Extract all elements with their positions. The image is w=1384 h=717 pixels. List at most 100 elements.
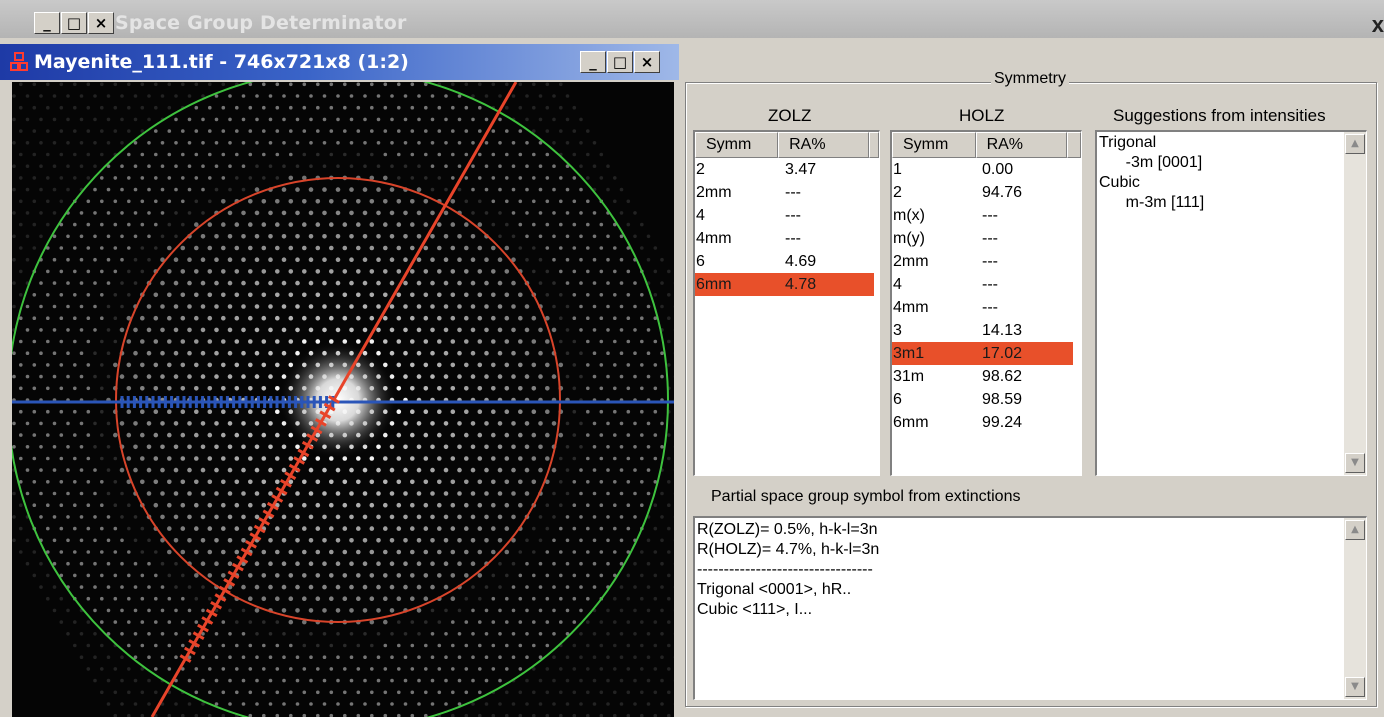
image-window: Mayenite_111.tif - 746x721x8 (1:2) _ □ × bbox=[0, 38, 679, 717]
outer-maximize-button[interactable]: □ bbox=[61, 12, 87, 34]
outer-window-controls: _ □ × bbox=[34, 12, 114, 34]
holz-ra-cell: --- bbox=[982, 299, 998, 316]
holz-row[interactable]: 4 --- bbox=[892, 273, 1073, 296]
holz-row[interactable]: 1 0.00 bbox=[892, 158, 1073, 181]
holz-row[interactable]: 3m1 17.02 bbox=[892, 342, 1073, 365]
horizontal-line-markers bbox=[120, 396, 335, 408]
zolz-heading: ZOLZ bbox=[768, 106, 812, 125]
zolz-ra-cell: 4.69 bbox=[785, 253, 817, 270]
image-minimize-button[interactable]: _ bbox=[580, 51, 606, 73]
suggestion-line: m-3m [111] bbox=[1099, 194, 1205, 211]
zolz-row[interactable]: 2mm --- bbox=[695, 181, 874, 204]
holz-symm-cell: 1 bbox=[893, 161, 902, 178]
holz-row[interactable]: 2 94.76 bbox=[892, 181, 1073, 204]
extinctions-heading: Partial space group symbol from extincti… bbox=[711, 488, 1021, 505]
holz-ra-cell: 17.02 bbox=[982, 345, 1023, 362]
symmetry-panel: Symmetry ZOLZ HOLZ Suggestions from inte… bbox=[681, 38, 1384, 717]
holz-symm-cell: 2mm bbox=[893, 253, 929, 270]
holz-ra-cell: 94.76 bbox=[982, 184, 1023, 201]
holz-ra-cell: 99.24 bbox=[982, 414, 1023, 431]
zolz-ra-cell: --- bbox=[785, 230, 801, 247]
suggestion-line: Cubic bbox=[1099, 174, 1140, 191]
extinction-line: Cubic <111>, I... bbox=[697, 601, 813, 618]
holz-col-symm[interactable]: Symm bbox=[892, 132, 976, 158]
zolz-col-symm[interactable]: Symm bbox=[695, 132, 779, 158]
diagonal-line-markers bbox=[179, 395, 340, 663]
holz-col-ra[interactable]: RA% bbox=[975, 132, 1068, 158]
zolz-list[interactable]: Symm RA% 2 3.47 2mm --- 4 --- 4mm --- 6 4.69 6mm 4.… bbox=[693, 130, 880, 476]
holz-row[interactable]: 2mm --- bbox=[892, 250, 1073, 273]
zolz-col-filler bbox=[869, 132, 879, 158]
zolz-symm-cell: 4mm bbox=[696, 230, 732, 247]
holz-ra-cell: 98.59 bbox=[982, 391, 1023, 408]
zolz-symm-cell: 2 bbox=[696, 161, 705, 178]
holz-row[interactable]: 31m 98.62 bbox=[892, 365, 1073, 388]
extinction-line: --------------------------------- bbox=[697, 561, 873, 578]
holz-symm-cell: m(x) bbox=[893, 207, 925, 224]
holz-symm-cell: m(y) bbox=[893, 230, 925, 247]
holz-list-header: Symm RA% bbox=[892, 132, 1081, 158]
extinction-line: Trigonal <0001>, hR.. bbox=[697, 581, 852, 598]
image-close-button[interactable]: × bbox=[634, 51, 660, 73]
holz-ra-cell: 98.62 bbox=[982, 368, 1023, 385]
holz-row[interactable]: m(y) --- bbox=[892, 227, 1073, 250]
zolz-ra-cell: --- bbox=[785, 207, 801, 224]
extinctions-scroll-up[interactable]: ▲ bbox=[1345, 520, 1365, 540]
suggestions-scroll-down[interactable]: ▼ bbox=[1345, 453, 1365, 473]
suggestions-heading: Suggestions from intensities bbox=[1113, 106, 1326, 125]
zolz-col-ra[interactable]: RA% bbox=[778, 132, 870, 158]
holz-heading: HOLZ bbox=[959, 106, 1005, 125]
suggestions-scroll-up[interactable]: ▲ bbox=[1345, 134, 1365, 154]
holz-row[interactable]: 4mm --- bbox=[892, 296, 1073, 319]
image-window-title: Mayenite_111.tif - 746x721x8 (1:2) bbox=[34, 51, 409, 73]
extinctions-scroll-down[interactable]: ▼ bbox=[1345, 677, 1365, 697]
holz-ra-cell: --- bbox=[982, 207, 998, 224]
extinctions-box[interactable]: R(ZOLZ)= 0.5%, h-k-l=3n R(HOLZ)= 4.7%, h-… bbox=[693, 516, 1367, 700]
holz-row[interactable]: 6 98.59 bbox=[892, 388, 1073, 411]
holz-symm-cell: 6mm bbox=[893, 414, 929, 431]
holz-symm-cell: 3m1 bbox=[893, 345, 925, 362]
image-window-controls: _ □ × bbox=[580, 51, 660, 73]
outer-right-close-button[interactable]: x bbox=[1371, 12, 1384, 37]
zolz-row[interactable]: 2 3.47 bbox=[695, 158, 874, 181]
holz-row[interactable]: 6mm 99.24 bbox=[892, 411, 1073, 434]
zolz-row[interactable]: 6mm 4.78 bbox=[695, 273, 874, 296]
inner-laue-circle bbox=[115, 177, 561, 623]
holz-ra-cell: 14.13 bbox=[982, 322, 1023, 339]
zolz-symm-cell: 4 bbox=[696, 207, 705, 224]
diffraction-pattern-svg bbox=[12, 82, 674, 717]
zolz-symm-cell: 2mm bbox=[696, 184, 732, 201]
image-window-titlebar[interactable]: Mayenite_111.tif - 746x721x8 (1:2) _ □ × bbox=[0, 44, 679, 80]
image-maximize-button[interactable]: □ bbox=[607, 51, 633, 73]
symmetry-group-label: Symmetry bbox=[991, 70, 1069, 88]
holz-ra-cell: --- bbox=[982, 230, 998, 247]
outer-titlebar: _ □ × Space Group Determinator x bbox=[0, 0, 1384, 38]
zolz-ra-cell: 3.47 bbox=[785, 161, 817, 178]
holz-row[interactable]: 3 14.13 bbox=[892, 319, 1073, 342]
outer-minimize-button[interactable]: _ bbox=[34, 12, 60, 34]
zolz-list-header: Symm RA% bbox=[695, 132, 879, 158]
holz-symm-cell: 31m bbox=[893, 368, 925, 385]
outer-close-button[interactable]: × bbox=[88, 12, 114, 34]
zolz-symm-cell: 6mm bbox=[696, 276, 732, 293]
zolz-ra-cell: --- bbox=[785, 184, 801, 201]
central-beam bbox=[278, 340, 398, 460]
holz-row[interactable]: m(x) --- bbox=[892, 204, 1073, 227]
holz-symm-cell: 4 bbox=[893, 276, 902, 293]
extinctions-scrollbar[interactable]: ▲ ▼ bbox=[1344, 518, 1366, 699]
suggestions-box[interactable]: Trigonal -3m [0001] Cubic m-3m [111] ▲ ▼ bbox=[1095, 130, 1367, 476]
holz-symm-cell: 6 bbox=[893, 391, 902, 408]
diffraction-image[interactable] bbox=[12, 82, 674, 717]
holz-symm-cell: 4mm bbox=[893, 299, 929, 316]
outer-laue-circle bbox=[12, 82, 669, 717]
zolz-ra-cell: 4.78 bbox=[785, 276, 817, 293]
zolz-row[interactable]: 4 --- bbox=[695, 204, 874, 227]
suggestions-scrollbar[interactable]: ▲ ▼ bbox=[1344, 132, 1366, 475]
holz-symm-cell: 3 bbox=[893, 322, 902, 339]
extinction-line: R(ZOLZ)= 0.5%, h-k-l=3n bbox=[697, 521, 878, 538]
zolz-row[interactable]: 4mm --- bbox=[695, 227, 874, 250]
image-app-icon bbox=[10, 52, 28, 72]
zolz-row[interactable]: 6 4.69 bbox=[695, 250, 874, 273]
holz-symm-cell: 2 bbox=[893, 184, 902, 201]
holz-list[interactable]: Symm RA% 1 0.00 2 94.76 m(x) --- m(y) --- 2mm ---… bbox=[890, 130, 1082, 476]
